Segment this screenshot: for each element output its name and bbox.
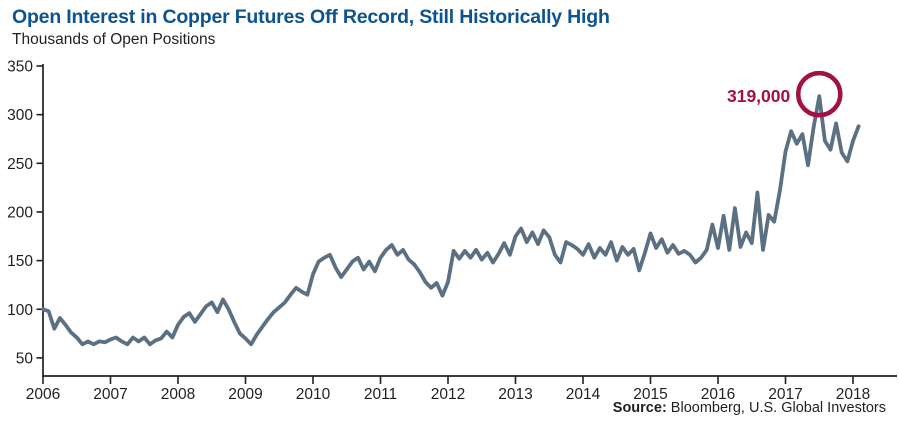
x-axis-tick-label: 2017 <box>768 386 802 403</box>
peak-value-label: 319,000 <box>727 86 791 106</box>
x-axis-tick-label: 2014 <box>566 386 601 403</box>
axis-line <box>42 64 897 377</box>
y-axis-tick-label: 350 <box>7 59 33 76</box>
source-text: Bloomberg, U.S. Global Investors <box>666 400 886 416</box>
x-axis-tick-label: 2013 <box>498 386 532 403</box>
x-axis-tick-label: 2008 <box>161 386 195 403</box>
y-axis-tick-label: 50 <box>16 350 34 367</box>
source-label: Source: <box>612 400 667 416</box>
data-line <box>41 94 861 347</box>
x-axis-tick-label: 2012 <box>431 386 465 403</box>
y-axis-tick-label: 300 <box>7 107 33 124</box>
x-axis-tick-label: 2009 <box>228 386 262 403</box>
x-axis-tick-label: 2006 <box>26 386 60 403</box>
peak-circle-annotation <box>796 70 843 118</box>
y-axis-tick-label: 150 <box>7 253 33 270</box>
y-axis-tick-label: 100 <box>7 302 33 319</box>
source-credit: Source: Bloomberg, U.S. Global Investors <box>613 400 886 416</box>
x-axis-tick-label: 2015 <box>633 386 667 403</box>
chart-title: Open Interest in Copper Futures Off Reco… <box>12 6 610 28</box>
chart-subtitle: Thousands of Open Positions <box>12 31 216 48</box>
y-axis-tick-label: 200 <box>7 204 33 221</box>
x-axis-tick-label: 2007 <box>93 386 127 403</box>
x-axis-tick-label: 2011 <box>364 386 397 403</box>
x-axis-tick-label: 2010 <box>296 386 331 403</box>
x-axis-tick-label: 2018 <box>836 386 870 403</box>
y-axis-tick-label: 250 <box>7 156 33 173</box>
x-axis-tick-label: 2016 <box>701 386 735 403</box>
